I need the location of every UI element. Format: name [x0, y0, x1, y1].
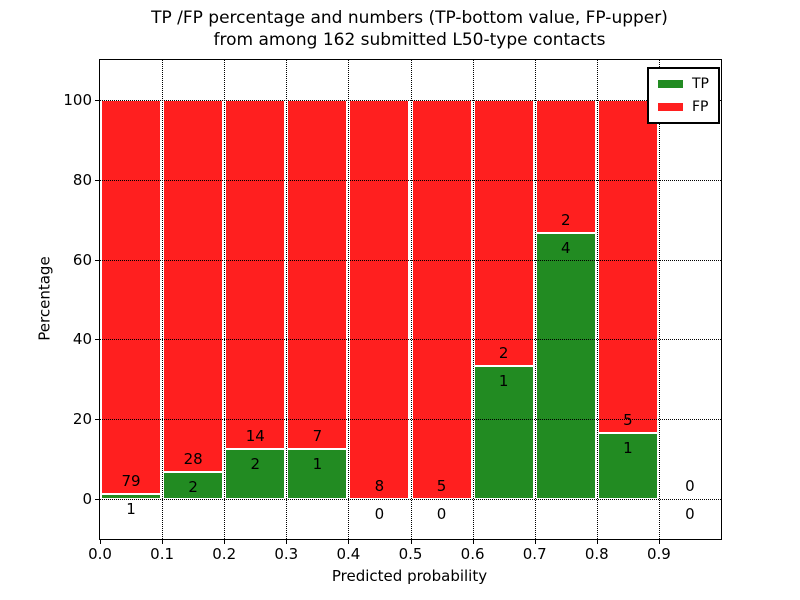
x-tick-label: 0.6	[460, 545, 485, 563]
x-tick-label: 0.2	[212, 545, 237, 563]
annotation-tp-count: 2	[250, 455, 261, 474]
y-tick-label: 0	[82, 490, 92, 509]
y-tick-mark	[95, 99, 99, 101]
x-tick-mark	[100, 540, 101, 544]
legend-swatch-tp	[658, 80, 683, 88]
x-tick-mark	[286, 540, 288, 544]
y-tick-label: 60	[72, 250, 92, 269]
bar-segment-fp	[101, 99, 162, 495]
y-tick-label: 40	[72, 330, 92, 349]
x-gridline	[162, 60, 164, 539]
annotation-tp-count: 1	[312, 455, 323, 474]
plot-area: 79 1 28 2 14 2 7 1 8 0 5 0 2 1 2 4 5 1 0 0 TP FP 0 20 40 60 80 10…	[63, 59, 722, 563]
annotation-fp-count: 14	[245, 427, 265, 446]
annotation-fp-count: 5	[623, 410, 633, 429]
x-tick-label: 0.8	[584, 545, 609, 563]
x-gridline	[224, 60, 226, 539]
x-tick-label: 0.9	[646, 545, 671, 563]
annotation-tp-count: 2	[188, 478, 198, 497]
x-gridline	[534, 60, 536, 539]
bar-segment-fp	[163, 99, 224, 473]
legend-item: FP	[658, 100, 709, 114]
annotation-fp-count: 2	[498, 344, 509, 363]
x-axis-label: Predicted probability	[331, 567, 488, 585]
chart-title: TP /FP percentage and numbers (TP-bottom…	[151, 8, 668, 50]
bar-segment-fp	[473, 99, 534, 367]
x-tick-mark	[410, 540, 412, 544]
x-tick-mark	[162, 540, 164, 544]
x-gridline	[348, 60, 350, 539]
grid-layer	[100, 60, 721, 539]
legend-label: FP	[692, 99, 709, 115]
bar-segment-fp	[287, 99, 348, 450]
annotation-tp-count: 1	[126, 500, 136, 519]
x-tick-mark	[472, 540, 474, 544]
y-tick-mark	[95, 259, 99, 261]
x-tick-label: 0.3	[274, 545, 299, 563]
bar-segment-fp	[349, 99, 410, 500]
annotation-tp-count: 4	[560, 238, 571, 257]
x-tick-mark	[596, 540, 598, 544]
bar-segment-tp	[163, 472, 224, 500]
annotation-fp-count: 7	[312, 427, 323, 446]
bar-segment-tp	[101, 494, 162, 500]
bar-segment-fp	[597, 99, 658, 433]
y-tick-label: 80	[72, 170, 92, 189]
x-tick-mark	[348, 540, 350, 544]
x-gridline	[472, 60, 474, 539]
bar-segment-tp	[225, 449, 286, 500]
y-tick-mark	[95, 499, 99, 501]
x-tick-label: 0.5	[398, 545, 423, 563]
bar-segment-tp	[287, 449, 348, 500]
legend-item: TP	[658, 77, 709, 91]
annotation-tp-count: 0	[374, 505, 385, 524]
annotation-tp-count: 1	[498, 372, 509, 391]
bar-segment-tp	[473, 366, 534, 500]
y-axis-label: Percentage	[35, 256, 54, 341]
annotations-layer: 79 1 28 2 14 2 7 1 8 0 5 0 2 1 2 4 5 1 0 0	[100, 60, 721, 539]
y-tick-label: 20	[72, 410, 92, 429]
x-tick-mark	[534, 540, 536, 544]
annotation-tp-count: 0	[436, 505, 447, 524]
y-tick-label: 100	[63, 90, 92, 109]
x-gridline	[410, 60, 412, 539]
x-tick-mark	[658, 540, 660, 544]
annotation-tp-count: 0	[685, 505, 695, 524]
annotation-fp-count: 2	[560, 210, 571, 229]
annotation-fp-count: 28	[183, 450, 203, 469]
annotation-tp-count: 1	[623, 438, 633, 457]
legend-swatch-fp	[658, 103, 683, 111]
annotation-fp-count: 79	[121, 472, 141, 491]
x-tick-label: 0.1	[150, 545, 175, 563]
x-gridline	[596, 60, 598, 539]
x-tick-label: 0.4	[336, 545, 361, 563]
y-tick-mark	[95, 339, 99, 341]
annotation-fp-count: 0	[685, 477, 695, 496]
bars-layer	[100, 60, 721, 539]
x-tick-mark	[224, 540, 226, 544]
annotation-fp-count: 8	[374, 477, 385, 496]
x-gridline	[658, 60, 660, 539]
bar-segment-tp	[597, 432, 658, 500]
bar-segment-tp	[535, 232, 596, 500]
bar-segment-fp	[225, 99, 286, 450]
y-tick-mark	[95, 419, 99, 421]
y-tick-mark	[95, 179, 99, 181]
legend: TP FP	[647, 67, 720, 124]
legend-label: TP	[692, 76, 709, 92]
x-tick-label: 0.0	[88, 545, 112, 563]
annotation-fp-count: 5	[436, 477, 447, 496]
x-tick-label: 0.7	[522, 545, 547, 563]
x-gridline	[286, 60, 288, 539]
bar-segment-fp	[411, 99, 472, 500]
bar-segment-fp	[535, 99, 596, 233]
